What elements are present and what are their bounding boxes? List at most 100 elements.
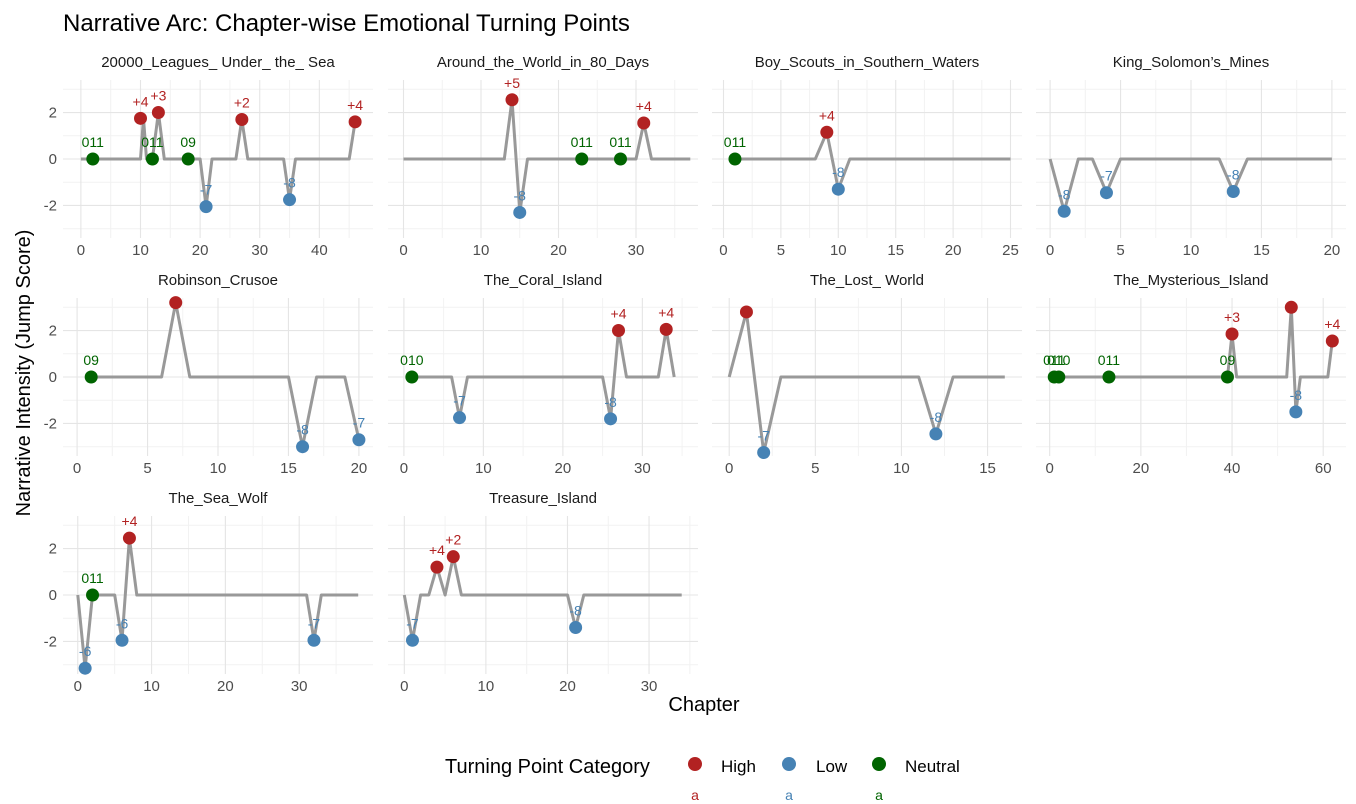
x-tick-label: 40 bbox=[1224, 460, 1241, 477]
turning-point-low bbox=[929, 427, 943, 441]
y-tick-label: 2 bbox=[49, 105, 57, 122]
turning-point-high bbox=[348, 115, 362, 129]
point-label: +4 bbox=[121, 513, 137, 529]
x-tick-label: 25 bbox=[1002, 242, 1019, 259]
point-label: -8 bbox=[283, 175, 296, 191]
turning-point-low bbox=[199, 200, 213, 214]
chart-title: Narrative Arc: Chapter-wise Emotional Tu… bbox=[63, 10, 630, 37]
point-label: -8 bbox=[1227, 167, 1240, 183]
x-tick-label: 0 bbox=[399, 242, 407, 259]
panel-title: Treasure_Island bbox=[489, 490, 597, 507]
x-tick-label: 0 bbox=[73, 460, 81, 477]
point-label: +4 bbox=[611, 306, 627, 322]
turning-point-high bbox=[505, 93, 519, 107]
point-label: +2 bbox=[234, 95, 250, 111]
x-tick-label: 30 bbox=[251, 242, 268, 259]
turning-point-low bbox=[513, 205, 527, 219]
turning-point-low bbox=[307, 633, 321, 647]
x-tick-label: 20 bbox=[559, 678, 576, 695]
turning-point-neutral bbox=[86, 588, 100, 602]
panel-3: Boy_Scouts_in_Southern_Waters 0 5 10 15 20 25 0… bbox=[712, 54, 1022, 259]
turning-point-high bbox=[151, 106, 165, 120]
point-label: +4 bbox=[1324, 316, 1340, 332]
point-label: -7 bbox=[453, 393, 466, 409]
point-label: -7 bbox=[200, 182, 213, 198]
turning-point-high bbox=[1284, 300, 1298, 314]
series-line bbox=[402, 555, 682, 642]
series-line bbox=[727, 310, 1005, 454]
turning-point-high bbox=[169, 296, 183, 310]
point-label: +4 bbox=[133, 93, 149, 109]
x-tick-label: 20 bbox=[351, 460, 368, 477]
point-label: +3 bbox=[150, 88, 166, 104]
point-label: +4 bbox=[429, 542, 445, 558]
turning-point-low bbox=[569, 621, 583, 635]
point-label: 011 bbox=[1043, 352, 1066, 368]
turning-point-low bbox=[453, 411, 467, 425]
turning-point-neutral bbox=[84, 370, 98, 384]
panel-title: The_Coral_Island bbox=[484, 272, 602, 289]
point-label: -8 bbox=[930, 409, 943, 425]
legend: Turning Point Category High a Low a Neutral a bbox=[445, 756, 960, 803]
x-tick-label: 20 bbox=[217, 678, 234, 695]
point-label: -8 bbox=[569, 603, 582, 619]
point-label: -8 bbox=[296, 422, 309, 438]
x-tick-label: 20 bbox=[555, 460, 572, 477]
y-tick-label: -2 bbox=[44, 197, 57, 214]
turning-point-neutral bbox=[1220, 370, 1234, 384]
legend-key-glyph: a bbox=[875, 787, 883, 803]
x-tick-label: 10 bbox=[210, 460, 227, 477]
turning-point-high bbox=[122, 531, 136, 545]
x-tick-label: 10 bbox=[893, 460, 910, 477]
turning-point-neutral bbox=[614, 152, 627, 166]
legend-key-glyph: a bbox=[691, 787, 699, 803]
turning-point-high bbox=[235, 113, 249, 126]
y-tick-label: -2 bbox=[44, 633, 57, 650]
turning-point-low bbox=[1099, 186, 1113, 200]
turning-point-neutral bbox=[728, 152, 742, 166]
x-tick-label: 5 bbox=[1116, 242, 1124, 259]
turning-point-neutral bbox=[181, 152, 195, 166]
turning-point-high bbox=[1225, 327, 1239, 341]
turning-point-high bbox=[446, 550, 460, 564]
legend-key-low bbox=[782, 757, 796, 771]
point-label: +4 bbox=[658, 304, 674, 320]
x-tick-label: 0 bbox=[77, 242, 85, 259]
turning-point-high bbox=[612, 324, 626, 338]
x-tick-label: 30 bbox=[641, 678, 658, 695]
turning-point-low bbox=[115, 633, 129, 647]
point-label: 011 bbox=[1098, 352, 1121, 368]
point-label: -8 bbox=[604, 394, 617, 410]
x-tick-label: 30 bbox=[628, 242, 645, 259]
y-tick-label: 2 bbox=[49, 541, 57, 558]
x-tick-label: 10 bbox=[475, 460, 492, 477]
x-tick-label: 10 bbox=[143, 678, 160, 695]
x-tick-label: 30 bbox=[291, 678, 308, 695]
panel-2: Around_the_World_in_80_Days 0 10 20 30 +5 -8 01… bbox=[388, 54, 698, 259]
x-tick-label: 0 bbox=[400, 460, 408, 477]
turning-point-low bbox=[831, 182, 845, 196]
turning-point-high bbox=[637, 116, 651, 130]
panel-title: The_Sea_Wolf bbox=[169, 490, 269, 507]
x-tick-label: 10 bbox=[830, 242, 847, 259]
x-tick-label: 10 bbox=[473, 242, 490, 259]
point-label: -8 bbox=[832, 164, 845, 180]
point-label: -6 bbox=[79, 643, 92, 659]
x-tick-label: 5 bbox=[143, 460, 151, 477]
turning-point-low bbox=[405, 633, 419, 647]
x-tick-label: 10 bbox=[478, 678, 495, 695]
legend-key-glyph: a bbox=[785, 787, 793, 803]
turning-point-high bbox=[659, 322, 673, 336]
x-tick-label: 30 bbox=[634, 460, 651, 477]
point-label: -7 bbox=[308, 615, 321, 631]
point-label: -7 bbox=[353, 415, 366, 431]
turning-point-low bbox=[78, 661, 92, 675]
series-line bbox=[403, 98, 691, 214]
turning-point-neutral bbox=[1052, 370, 1066, 384]
turning-point-low bbox=[1226, 185, 1240, 199]
point-label: +4 bbox=[819, 107, 835, 123]
legend-label: Low bbox=[816, 757, 848, 776]
